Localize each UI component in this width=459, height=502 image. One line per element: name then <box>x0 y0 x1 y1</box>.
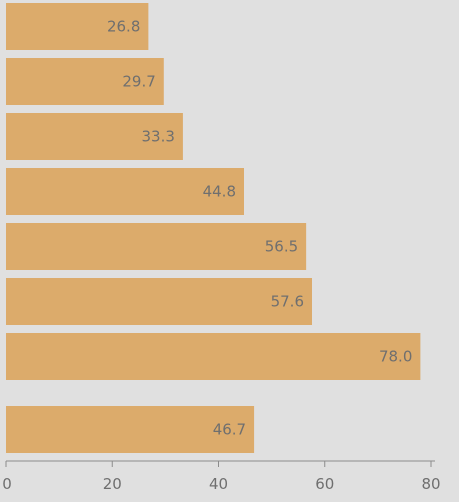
bar-value-label: 26.8 <box>107 18 140 36</box>
bar <box>6 278 312 325</box>
bar-value-label: 44.8 <box>203 183 236 201</box>
bar-value-label: 56.5 <box>265 238 298 256</box>
bar <box>6 113 183 160</box>
bar <box>6 223 307 270</box>
bars-group <box>6 3 421 453</box>
x-tick-label: 0 <box>2 475 12 493</box>
bar-value-label: 33.3 <box>142 128 175 146</box>
value-labels-group: 26.8 29.7 33.3 44.8 56.5 57.6 78.0 46.7 <box>107 18 412 439</box>
x-tick-label: 20 <box>103 475 122 493</box>
bar <box>6 168 244 215</box>
x-tick-label: 80 <box>421 475 440 493</box>
bar <box>6 58 164 105</box>
x-axis: 0 20 40 60 80 <box>2 460 441 493</box>
bar-value-label: 29.7 <box>122 73 155 91</box>
bar <box>6 333 421 380</box>
x-tick-label: 40 <box>209 475 228 493</box>
bar <box>6 406 255 453</box>
bar-value-label: 78.0 <box>379 348 412 366</box>
x-tick-label: 60 <box>315 475 334 493</box>
bar-value-label: 46.7 <box>213 421 246 439</box>
bar <box>6 3 149 50</box>
bar-value-label: 57.6 <box>271 293 304 311</box>
